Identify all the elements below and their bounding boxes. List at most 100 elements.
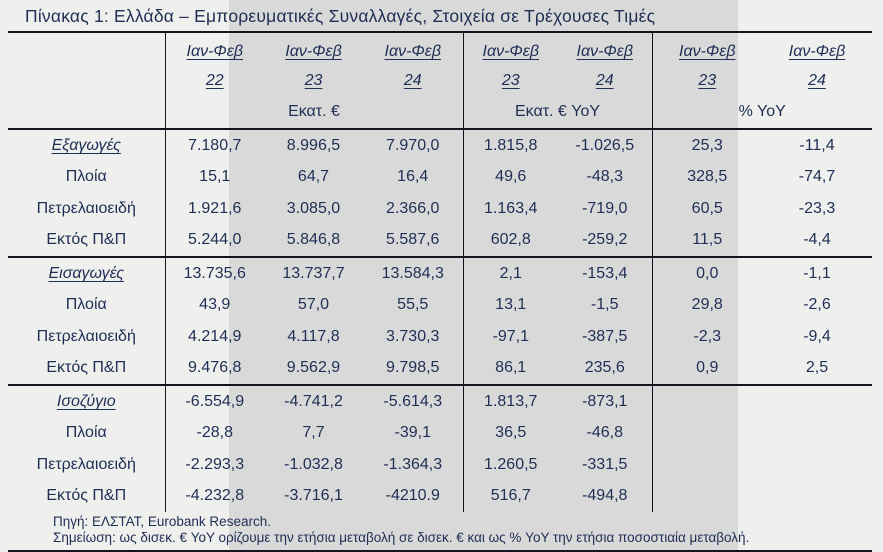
value-cell [652, 418, 762, 450]
value-cell: -39,1 [363, 417, 464, 449]
table-row: Εισαγωγές 13.735,6 13.737,7 13.584,3 2,1 -153… [8, 256, 872, 290]
value-cell: 5.587,6 [363, 224, 464, 257]
table-row: Εξαγωγές 7.180,7 8.996,5 7.970,0 1.815,8 -1.0… [8, 129, 872, 162]
year-header: 23 [698, 71, 717, 89]
value-cell: 1.163,4 [484, 199, 538, 217]
table-row: Πλοία 43,9 57,0 55,5 13,1 -1,5 29,8 -2,6 [8, 289, 872, 321]
value-cell: 49,6 [495, 168, 527, 186]
value-cell: -5.614,3 [363, 384, 464, 418]
row-label: Πλοία [8, 289, 166, 321]
table-row: Πλοία -28,8 7,7 -39,1 36,5 -46,8 [8, 417, 872, 450]
value-cell: -1,5 [558, 289, 653, 321]
row-label: Ισοζύγιο [8, 384, 166, 418]
table-row: Εκτός Π&Π 9.476,8 9.562,9 9.798,5 86,1 235,6 0… [8, 352, 872, 385]
value-cell: -1,1 [762, 256, 872, 290]
value-cell: 3.730,3 [363, 321, 464, 353]
row-label: Πετρελαιοειδή [8, 321, 166, 353]
value-cell: 5.244,0 [188, 231, 242, 249]
corner-cell [8, 32, 166, 66]
value-cell [762, 481, 872, 513]
value-cell: 0,9 [696, 359, 719, 377]
value-cell: 57,0 [297, 296, 330, 314]
value-cell: -2.293,3 [185, 455, 245, 473]
value-cell: -331,5 [558, 449, 653, 481]
value-cell: 8.996,5 [286, 136, 341, 154]
row-label: Πετρελαιοειδή [8, 193, 166, 225]
value-cell: 13,1 [495, 296, 527, 314]
value-cell: 1.260,5 [484, 455, 538, 473]
value-cell: 13.735,6 [165, 256, 264, 290]
value-cell: 9.562,9 [286, 359, 341, 377]
value-cell: 2,1 [463, 256, 558, 290]
value-cell: -6.554,9 [165, 384, 264, 418]
value-cell: 3.085,0 [286, 199, 341, 217]
method-note: Σημείωση: ως δισεκ. € YoY ορίζουμε την ε… [53, 529, 750, 545]
value-cell: 64,7 [297, 168, 330, 186]
value-cell: -74,7 [798, 168, 836, 186]
page-title: Πίνακας 1: Ελλάδα – Εμπορευματικές Συναλ… [25, 6, 656, 26]
value-cell: 43,9 [199, 296, 231, 314]
value-cell: 602,8 [490, 231, 531, 249]
period-header: Ιαν-Φεβ [558, 32, 653, 66]
row-label: Εκτός Π&Π [8, 480, 166, 512]
year-header: 24 [808, 71, 826, 89]
value-cell: 13.584,3 [363, 256, 464, 290]
row-label: Εξαγωγές [8, 129, 166, 162]
period-header: Ιαν-Φεβ [186, 42, 243, 60]
corner-cell [8, 66, 166, 95]
value-cell: -873,1 [558, 384, 653, 418]
value-cell: 13.737,7 [264, 256, 363, 290]
value-cell: 86,1 [495, 359, 527, 377]
value-cell: -46,8 [558, 417, 653, 449]
table-row: Εκτός Π&Π 5.244,0 5.846,8 5.587,6 602,8 -259,… [8, 224, 872, 257]
value-cell: -4.232,8 [185, 487, 245, 505]
table-footnotes: Πηγή: ΕΛΣΤΑΤ, Eurobank Research. Σημείωσ… [8, 512, 872, 552]
year-header: 22 [205, 71, 224, 89]
value-cell: 4.214,9 [188, 327, 242, 345]
value-cell: -9,4 [803, 327, 831, 345]
row-label: Πλοία [8, 161, 166, 193]
table-row: Εκτός Π&Π -4.232,8 -3.716,1 -4210.9 516,7 -49… [8, 480, 872, 513]
value-cell: 9.476,8 [188, 359, 242, 377]
table-row: Πλοία 15,1 64,7 16,4 49,6 -48,3 328,5 -74,7 [8, 161, 872, 193]
table-header: Ιαν-Φεβ Ιαν-Φεβ Ιαν-Φεβ Ιαν-Φεβ Ιαν-Φεβ Ιαν-Φ… [8, 32, 872, 129]
table-row: Πετρελαιοειδή 1.921,6 3.085,0 2.366,0 1.163,… [8, 193, 872, 225]
table-row: Ισοζύγιο -6.554,9 -4.741,2 -5.614,3 1.813,7-… [8, 384, 872, 418]
value-cell: -23,3 [798, 199, 836, 217]
trade-table: Ιαν-Φεβ Ιαν-Φεβ Ιαν-Φεβ Ιαν-Φεβ Ιαν-Φεβ Ιαν-Φ… [8, 31, 872, 512]
value-cell: 29,8 [691, 296, 723, 314]
year-header: 24 [558, 66, 653, 95]
period-header: Ιαν-Φεβ [679, 42, 736, 60]
value-cell: -4,4 [803, 231, 831, 249]
value-cell: 36,5 [495, 424, 527, 442]
value-cell: -1.032,8 [284, 455, 343, 473]
value-cell [652, 449, 762, 481]
value-cell [762, 449, 872, 481]
value-cell: 328,5 [687, 168, 728, 186]
row-label: Πετρελαιοειδή [8, 449, 166, 481]
value-cell: -2,6 [803, 296, 831, 314]
table-row: Πετρελαιοειδή 4.214,9 4.117,8 3.730,3 -97,1 -… [8, 321, 872, 353]
value-cell: 11,5 [692, 231, 723, 249]
value-cell: 1.815,8 [484, 136, 538, 154]
value-cell: -1.026,5 [558, 129, 653, 162]
value-cell: 1.813,7 [463, 384, 558, 418]
corner-cell [8, 95, 166, 129]
value-cell: 7.970,0 [363, 129, 464, 162]
unit-header: Εκατ. € [165, 95, 464, 129]
value-cell: -3.716,1 [284, 487, 343, 505]
period-header: Ιαν-Φεβ [285, 42, 342, 60]
value-cell: -48,3 [558, 161, 653, 193]
year-header: 23 [304, 71, 323, 89]
period-header: Ιαν-Φεβ [482, 42, 539, 60]
period-header: Ιαν-Φεβ [363, 32, 464, 66]
value-cell: 235,6 [558, 352, 653, 385]
source-note: Πηγή: ΕΛΣΤΑΤ, Eurobank Research. [53, 514, 271, 529]
value-cell: -153,4 [558, 256, 653, 290]
table-row: Πετρελαιοειδή -2.293,3 -1.032,8 -1.364,3 1.2… [8, 449, 872, 481]
value-cell: 4.117,8 [287, 327, 340, 345]
value-cell: 5.846,8 [286, 231, 341, 249]
value-cell: -2,3 [693, 327, 722, 345]
value-cell: 15,1 [199, 168, 231, 186]
value-cell: -387,5 [558, 321, 653, 353]
